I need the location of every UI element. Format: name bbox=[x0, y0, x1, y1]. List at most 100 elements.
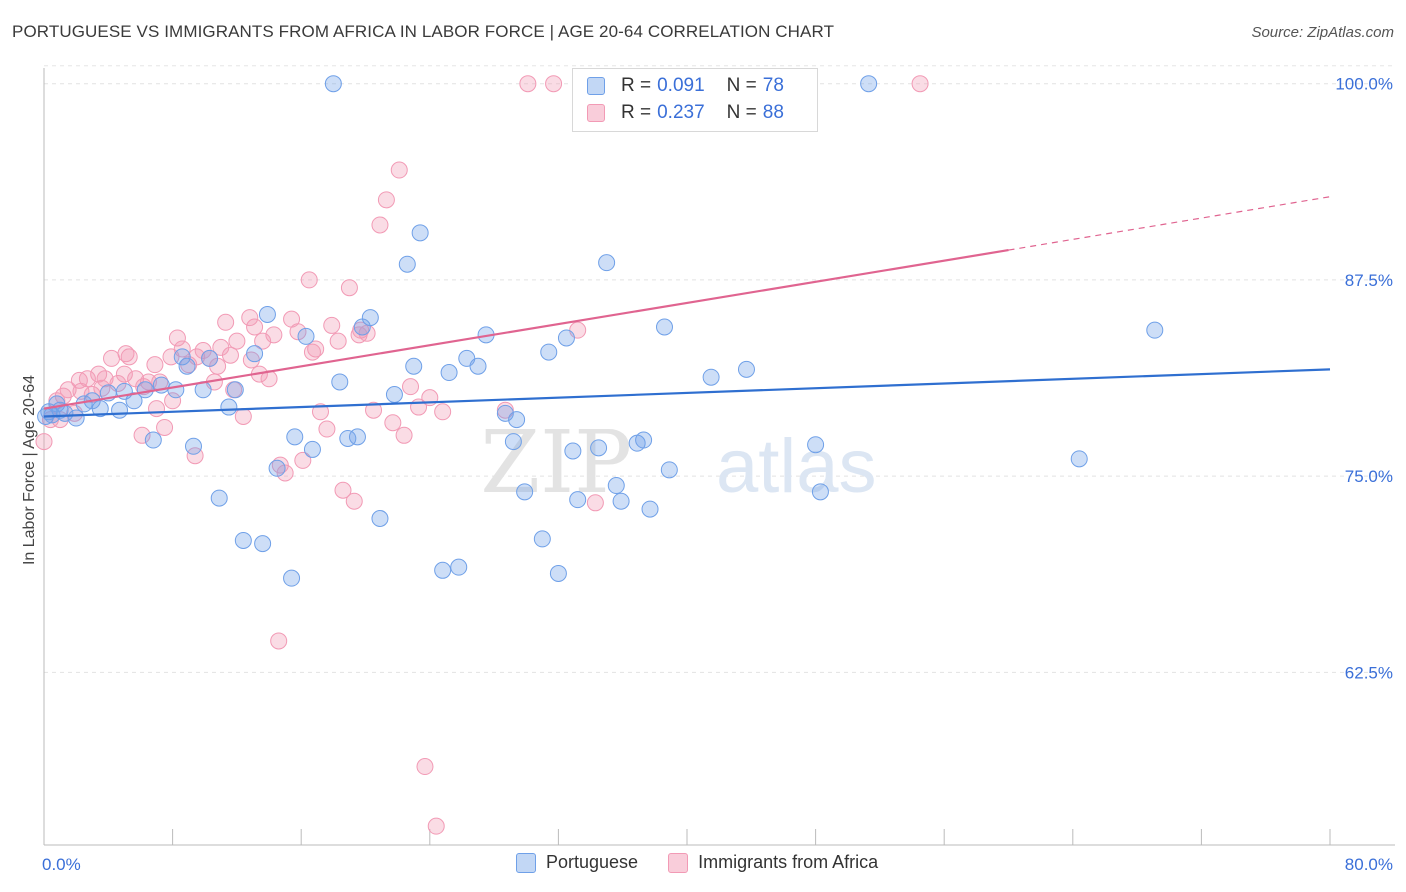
data-point-portuguese bbox=[303, 440, 321, 458]
data-point-portuguese bbox=[607, 477, 625, 495]
data-point-africa bbox=[96, 370, 114, 388]
data-point-portuguese bbox=[331, 373, 349, 391]
data-point-africa bbox=[234, 407, 252, 425]
series-legend: Portuguese Immigrants from Africa bbox=[516, 852, 908, 873]
legend-row-portuguese: R = 0.091 N = 78 bbox=[587, 74, 784, 98]
data-point-portuguese bbox=[1146, 321, 1164, 339]
grid-lines bbox=[44, 65, 1395, 673]
data-point-africa bbox=[221, 346, 239, 364]
data-point-portuguese bbox=[504, 433, 522, 451]
series-immigrants-from-africa bbox=[35, 75, 929, 835]
x-tick-label: 0.0% bbox=[42, 855, 81, 874]
legend-r-label: R = bbox=[621, 102, 652, 123]
data-point-portuguese bbox=[737, 360, 755, 378]
data-point-africa bbox=[228, 332, 246, 350]
data-point-africa bbox=[402, 378, 420, 396]
data-point-portuguese bbox=[598, 254, 616, 272]
watermark-atlas: atlas bbox=[716, 424, 877, 509]
axes bbox=[43, 68, 1395, 846]
data-point-africa bbox=[395, 426, 413, 444]
data-point-africa bbox=[365, 401, 383, 419]
data-point-africa bbox=[148, 400, 166, 418]
data-point-portuguese bbox=[254, 535, 272, 553]
legend-swatch-portuguese bbox=[516, 852, 536, 873]
data-point-africa bbox=[377, 191, 395, 209]
watermark: ZIP atlas bbox=[480, 413, 876, 513]
data-point-africa bbox=[168, 329, 186, 347]
data-point-africa bbox=[103, 349, 121, 367]
data-point-africa bbox=[390, 161, 408, 179]
series-portuguese bbox=[37, 75, 1164, 587]
data-point-portuguese bbox=[660, 461, 678, 479]
data-point-portuguese bbox=[220, 398, 238, 416]
data-point-portuguese bbox=[184, 437, 202, 455]
data-point-portuguese bbox=[91, 400, 109, 418]
data-point-portuguese bbox=[702, 368, 720, 386]
data-point-africa bbox=[323, 316, 341, 334]
data-point-portuguese bbox=[234, 531, 252, 549]
y-tick-label: 100.0% bbox=[1335, 75, 1393, 94]
legend-r-label: R = bbox=[621, 75, 652, 96]
data-point-portuguese bbox=[268, 459, 286, 477]
legend-item-portuguese[interactable]: Portuguese bbox=[516, 852, 638, 873]
data-point-africa bbox=[133, 426, 151, 444]
data-point-africa bbox=[427, 817, 445, 835]
data-point-portuguese bbox=[655, 318, 673, 336]
legend-r-value: 0.091 bbox=[657, 75, 705, 96]
data-point-africa bbox=[270, 632, 288, 650]
data-point-africa bbox=[294, 451, 312, 469]
data-point-portuguese bbox=[533, 530, 551, 548]
data-point-africa bbox=[59, 381, 77, 399]
data-point-africa bbox=[303, 343, 321, 361]
trend-lines bbox=[43, 196, 1331, 418]
legend-row-africa: R = 0.237 N = 88 bbox=[587, 101, 784, 125]
data-point-portuguese bbox=[516, 483, 534, 501]
data-point-africa bbox=[300, 271, 318, 289]
legend-label-africa: Immigrants from Africa bbox=[698, 852, 879, 872]
data-point-portuguese bbox=[286, 428, 304, 446]
chart-title: PORTUGUESE VS IMMIGRANTS FROM AFRICA IN … bbox=[12, 22, 835, 41]
data-point-portuguese bbox=[258, 305, 276, 323]
y-tick-label: 87.5% bbox=[1345, 271, 1393, 290]
data-point-africa bbox=[311, 403, 329, 421]
data-point-africa bbox=[276, 464, 294, 482]
data-point-portuguese bbox=[612, 492, 630, 510]
data-point-africa bbox=[217, 313, 235, 331]
data-point-portuguese bbox=[440, 364, 458, 382]
legend-swatch-africa bbox=[587, 104, 605, 122]
data-point-portuguese bbox=[297, 327, 315, 345]
data-point-africa bbox=[586, 494, 604, 512]
data-point-portuguese bbox=[67, 409, 85, 427]
tick-labels: 62.5% 75.0% 87.5% 100.0% 0.0% 80.0% bbox=[42, 75, 1393, 874]
y-tick-label: 75.0% bbox=[1345, 467, 1393, 486]
legend-n-label: N = bbox=[726, 102, 757, 123]
legend-item-africa[interactable]: Immigrants from Africa bbox=[668, 852, 878, 873]
legend-n-value: 78 bbox=[762, 75, 784, 96]
data-point-africa bbox=[545, 75, 563, 93]
data-point-portuguese bbox=[136, 381, 154, 399]
data-point-portuguese bbox=[434, 561, 452, 579]
x-tick-label: 80.0% bbox=[1345, 855, 1393, 874]
data-point-portuguese bbox=[398, 255, 416, 273]
data-point-africa bbox=[164, 392, 182, 410]
source-label: Source: ZipAtlas.com bbox=[1251, 24, 1394, 41]
legend-label-portuguese: Portuguese bbox=[546, 852, 639, 872]
legend-n-value: 88 bbox=[762, 102, 784, 123]
data-point-africa bbox=[307, 340, 325, 358]
data-point-portuguese bbox=[1070, 450, 1088, 468]
data-point-africa bbox=[120, 348, 138, 366]
legend-r-value: 0.237 bbox=[657, 102, 705, 123]
watermark-zip: ZIP bbox=[480, 413, 632, 513]
trend-line-portuguese bbox=[43, 368, 1331, 418]
data-point-portuguese bbox=[635, 431, 653, 449]
data-point-africa bbox=[329, 332, 347, 350]
data-point-portuguese bbox=[811, 483, 829, 501]
data-point-portuguese bbox=[590, 439, 608, 457]
data-point-portuguese bbox=[167, 381, 185, 399]
data-point-portuguese bbox=[201, 349, 219, 367]
data-point-portuguese bbox=[807, 436, 825, 454]
data-point-africa bbox=[146, 356, 164, 374]
data-point-portuguese bbox=[111, 401, 129, 419]
data-point-africa bbox=[70, 371, 88, 389]
data-point-africa bbox=[371, 216, 389, 234]
